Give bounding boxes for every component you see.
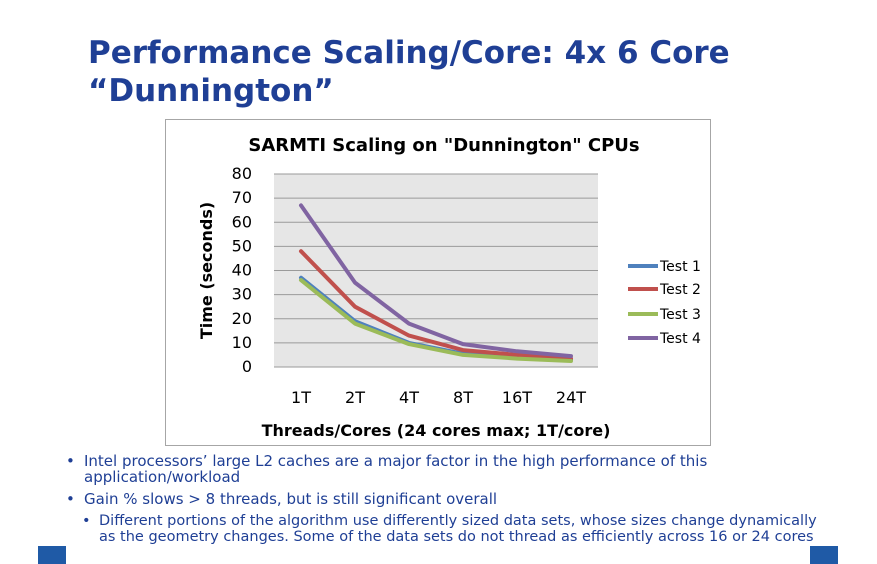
series-line [299,203,573,359]
y-tick-label: 30 [232,285,252,304]
legend-label: Test 1 [659,259,701,275]
x-tick-label: 2T [345,388,365,407]
bullet-item: Intel processors’ large L2 caches are a … [64,453,824,485]
corner-decoration-left [38,546,66,564]
x-tick-label: 16T [502,388,532,407]
y-tick-label: 40 [232,261,252,280]
x-tick-label: 8T [453,388,473,407]
bullet-list: Intel processors’ large L2 caches are a … [64,453,824,551]
x-tick-label: 24T [556,388,586,407]
chart-svg: 0 10 20 30 40 50 60 70 80 1T 2T 4T 8T 16T 24T SARMTI Sc… [197,135,701,440]
chart-title: SARMTI Scaling on "Dunnington" CPUs [248,135,639,156]
legend-label: Test 2 [659,282,701,298]
x-axis-label: Threads/Cores (24 cores max; 1T/core) [262,421,611,440]
corner-decoration-right [810,546,838,564]
series-line [299,249,573,361]
bullet-item: Gain % slows > 8 threads, but is still s… [64,491,824,507]
legend-label: Test 4 [659,331,701,347]
x-tick-label: 1T [291,388,311,407]
y-tick-label: 10 [232,333,252,352]
slide-title: Performance Scaling/Core: 4x 6 Core “Dun… [88,35,730,109]
y-tick-label: 80 [232,164,252,183]
x-tick-label: 4T [399,388,419,407]
sub-bullet-item: Different portions of the algorithm use … [80,513,824,545]
y-tick-label: 0 [242,357,252,376]
y-axis-label: Time (seconds) [197,202,216,339]
y-tick-label: 70 [232,188,252,207]
line-chart: 0 10 20 30 40 50 60 70 80 1T 2T 4T 8T 16T 24T SARMTI Sc… [165,119,711,446]
y-tick-label: 60 [232,212,252,231]
y-tick-label: 50 [232,236,252,255]
series-line [299,278,573,363]
legend-label: Test 3 [659,307,701,323]
y-tick-label: 20 [232,309,252,328]
